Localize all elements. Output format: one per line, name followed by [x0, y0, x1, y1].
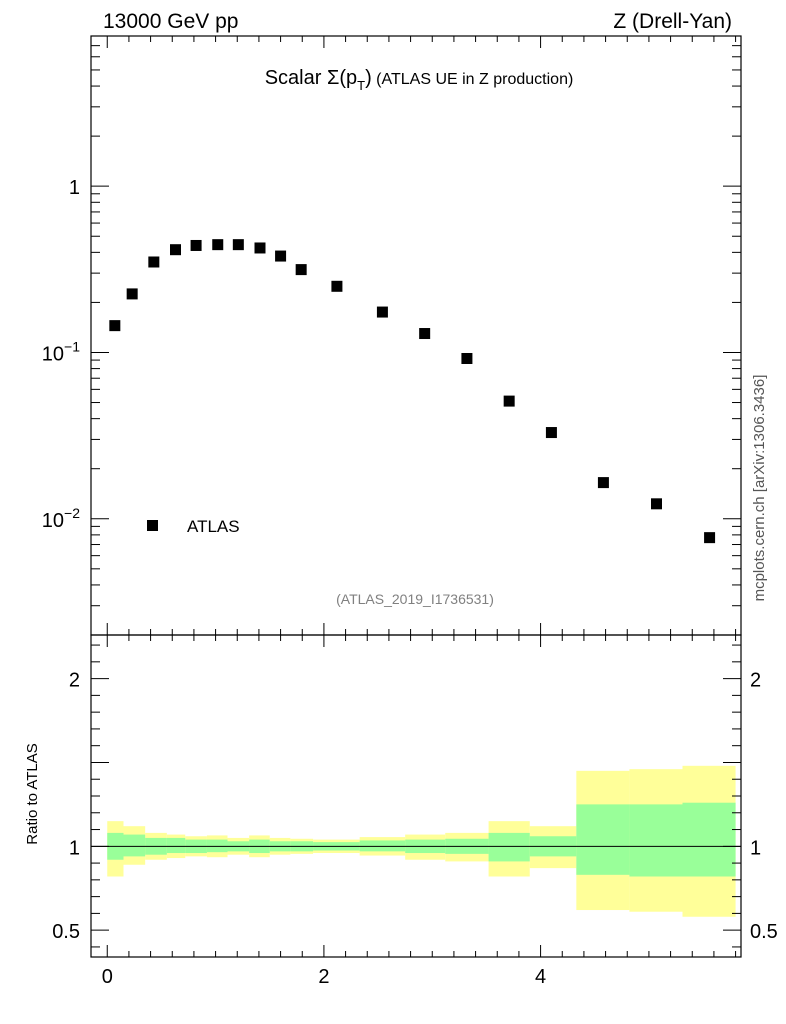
data-point-8: [275, 250, 287, 262]
data-point-4: [190, 239, 202, 251]
title-close: ): [365, 67, 372, 89]
legend-marker: [147, 520, 158, 531]
data-point-10: [331, 280, 343, 292]
data-point-7: [254, 242, 266, 254]
data-point-16: [597, 477, 609, 489]
data-point-14: [503, 395, 515, 407]
title-subscript: T: [357, 78, 365, 93]
data-point-12: [419, 328, 431, 340]
data-point-13: [461, 352, 473, 364]
main-plot-frame: [90, 35, 742, 636]
ratio-xtick-label-1: 2: [318, 966, 329, 988]
plot-title: Scalar Σ(pT) (ATLAS UE in Z production): [265, 67, 574, 93]
data-point-3: [170, 244, 181, 256]
ratio-xtick-label-2: 4: [535, 966, 546, 988]
ratio-ylabel: Ratio to ATLAS: [24, 743, 41, 844]
axis-ticks: [91, 35, 741, 957]
reference-label: (ATLAS_2019_I1736531): [336, 591, 494, 607]
ratio-bands: [91, 765, 741, 917]
ratio-band-inner-16: [576, 804, 630, 875]
data-point-6: [232, 239, 244, 251]
data-point-1: [126, 288, 138, 300]
data-point-17: [651, 498, 662, 510]
data-point-11: [376, 306, 388, 318]
header-right: Z (Drell-Yan): [613, 10, 732, 33]
ratio-ytick-label-right-0: 0.5: [750, 921, 778, 943]
ratio-band-inner-1: [123, 834, 146, 857]
ratio-ytick-label-right-2: 2: [750, 670, 761, 692]
main-ytick-label-1: 10−1: [42, 338, 80, 365]
ratio-band-inner-14: [488, 832, 530, 862]
data-point-18: [704, 532, 716, 544]
ratio-xtick-label-0: 0: [102, 966, 113, 988]
ratio-band-inner-17: [629, 804, 683, 877]
ratio-ytick-label-right-1: 1: [750, 837, 761, 859]
data-point-5: [212, 239, 224, 251]
ratio-ytick-label-left-2: 2: [69, 670, 80, 692]
data-point-15: [545, 427, 557, 439]
header-left: 13000 GeV pp: [103, 10, 238, 33]
ratio-ytick-label-left-1: 1: [69, 837, 80, 859]
data-point-9: [295, 264, 307, 276]
data-point-0: [109, 320, 121, 332]
ratio-band-inner-18: [682, 802, 736, 877]
data-points: [109, 239, 716, 544]
ratio-band-inner-3: [166, 837, 186, 854]
legend-label: ATLAS: [187, 517, 240, 536]
main-ytick-label-2: 10−2: [42, 505, 80, 532]
title-prefix: Scalar: [265, 67, 327, 89]
side-label: mcplots.cern.ch [arXiv:1306.3436]: [751, 375, 768, 602]
data-point-2: [148, 256, 160, 268]
title-suffix: (ATLAS UE in Z production): [372, 71, 574, 88]
title-symbol: Σ(p: [327, 67, 357, 89]
main-ytick-label-0: 1: [69, 177, 80, 199]
ratio-ytick-label-left-0: 0.5: [52, 921, 80, 943]
tick-labels: 1 10−1 10−2 0 2 4 0.5 0.5 1 1 2 2: [42, 177, 778, 988]
